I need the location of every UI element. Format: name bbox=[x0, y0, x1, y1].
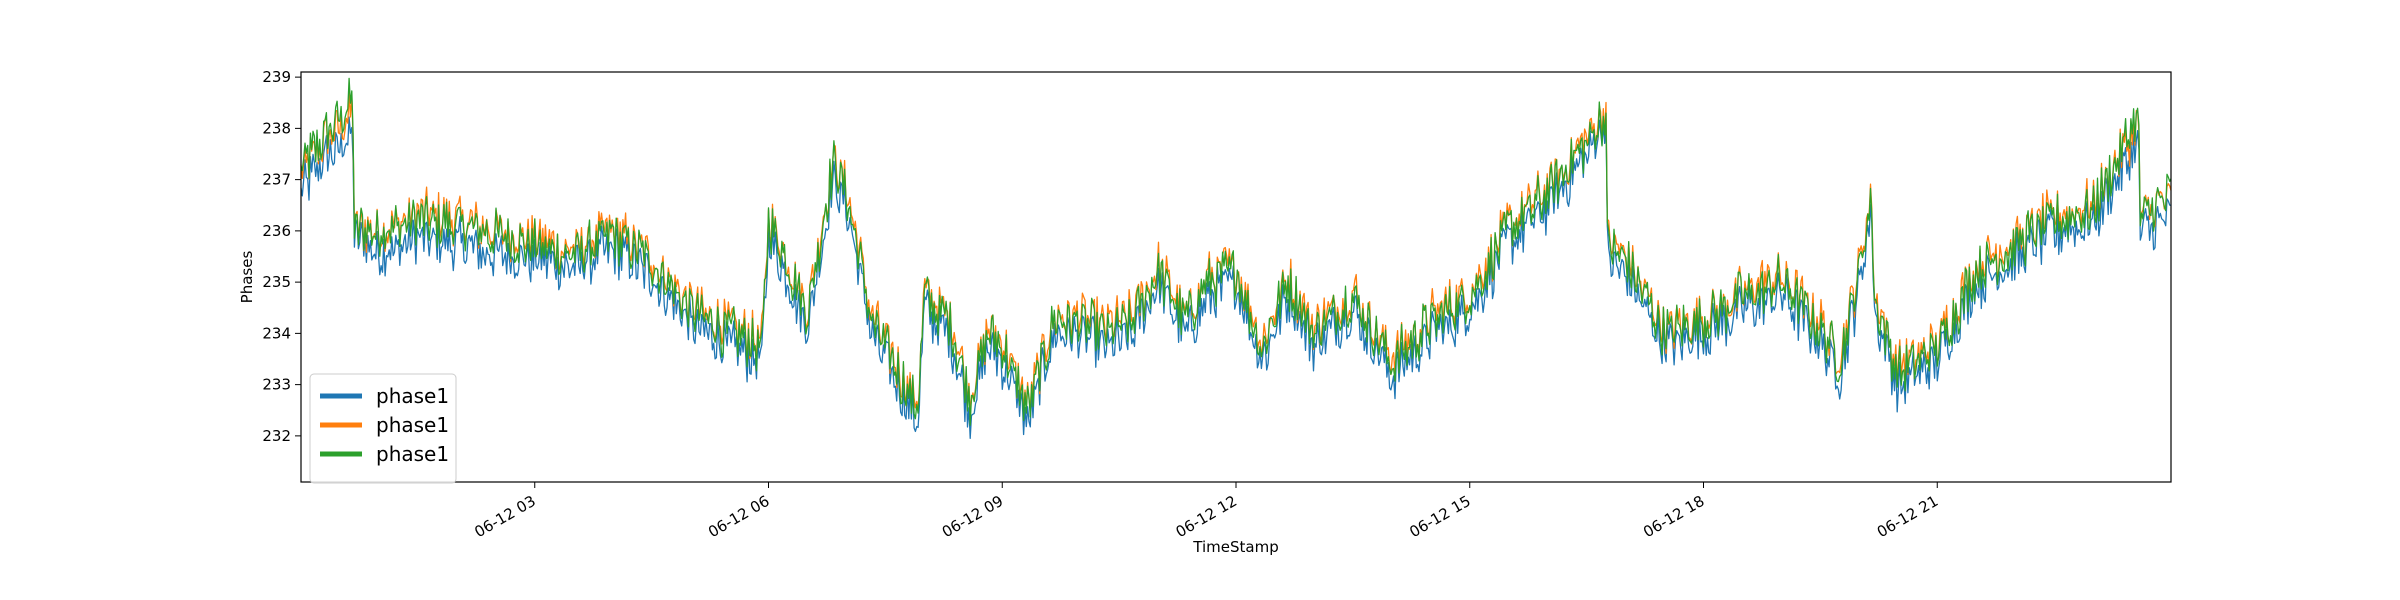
y-tick-label: 234 bbox=[262, 324, 291, 342]
y-tick-label: 232 bbox=[262, 427, 291, 445]
legend-label: phase1 bbox=[376, 384, 449, 408]
legend: phase1 phase1 phase1 bbox=[309, 373, 457, 484]
plot-frame bbox=[300, 71, 2172, 483]
series-layer bbox=[300, 77, 2172, 439]
y-tick-label: 236 bbox=[262, 222, 291, 240]
series-line-1 bbox=[300, 116, 2172, 439]
x-tick-label: 06-12 18 bbox=[1640, 492, 1707, 541]
x-axis-label: TimeStamp bbox=[1192, 538, 1278, 556]
x-tick-label: 06-12 21 bbox=[1874, 492, 1941, 541]
legend-label: phase1 bbox=[376, 442, 449, 466]
y-tick-label: 235 bbox=[262, 273, 291, 291]
y-tick-label: 238 bbox=[262, 119, 291, 137]
ticks-layer: 232 233 234 235 236 237 238 239 06-12 03 06-12 06… bbox=[262, 68, 1941, 541]
x-tick-label: 06-12 03 bbox=[471, 492, 538, 541]
y-tick-label: 237 bbox=[262, 171, 291, 189]
legend-label: phase1 bbox=[376, 413, 449, 437]
x-tick-label: 06-12 06 bbox=[705, 492, 772, 541]
x-tick-label: 06-12 15 bbox=[1406, 492, 1473, 541]
y-tick-label: 233 bbox=[262, 376, 291, 394]
x-tick-label: 06-12 12 bbox=[1173, 492, 1240, 541]
y-tick-label: 239 bbox=[262, 68, 291, 86]
y-axis-label: Phases bbox=[238, 251, 256, 304]
x-tick-label: 06-12 09 bbox=[939, 492, 1006, 541]
series-line-3 bbox=[300, 77, 2172, 426]
